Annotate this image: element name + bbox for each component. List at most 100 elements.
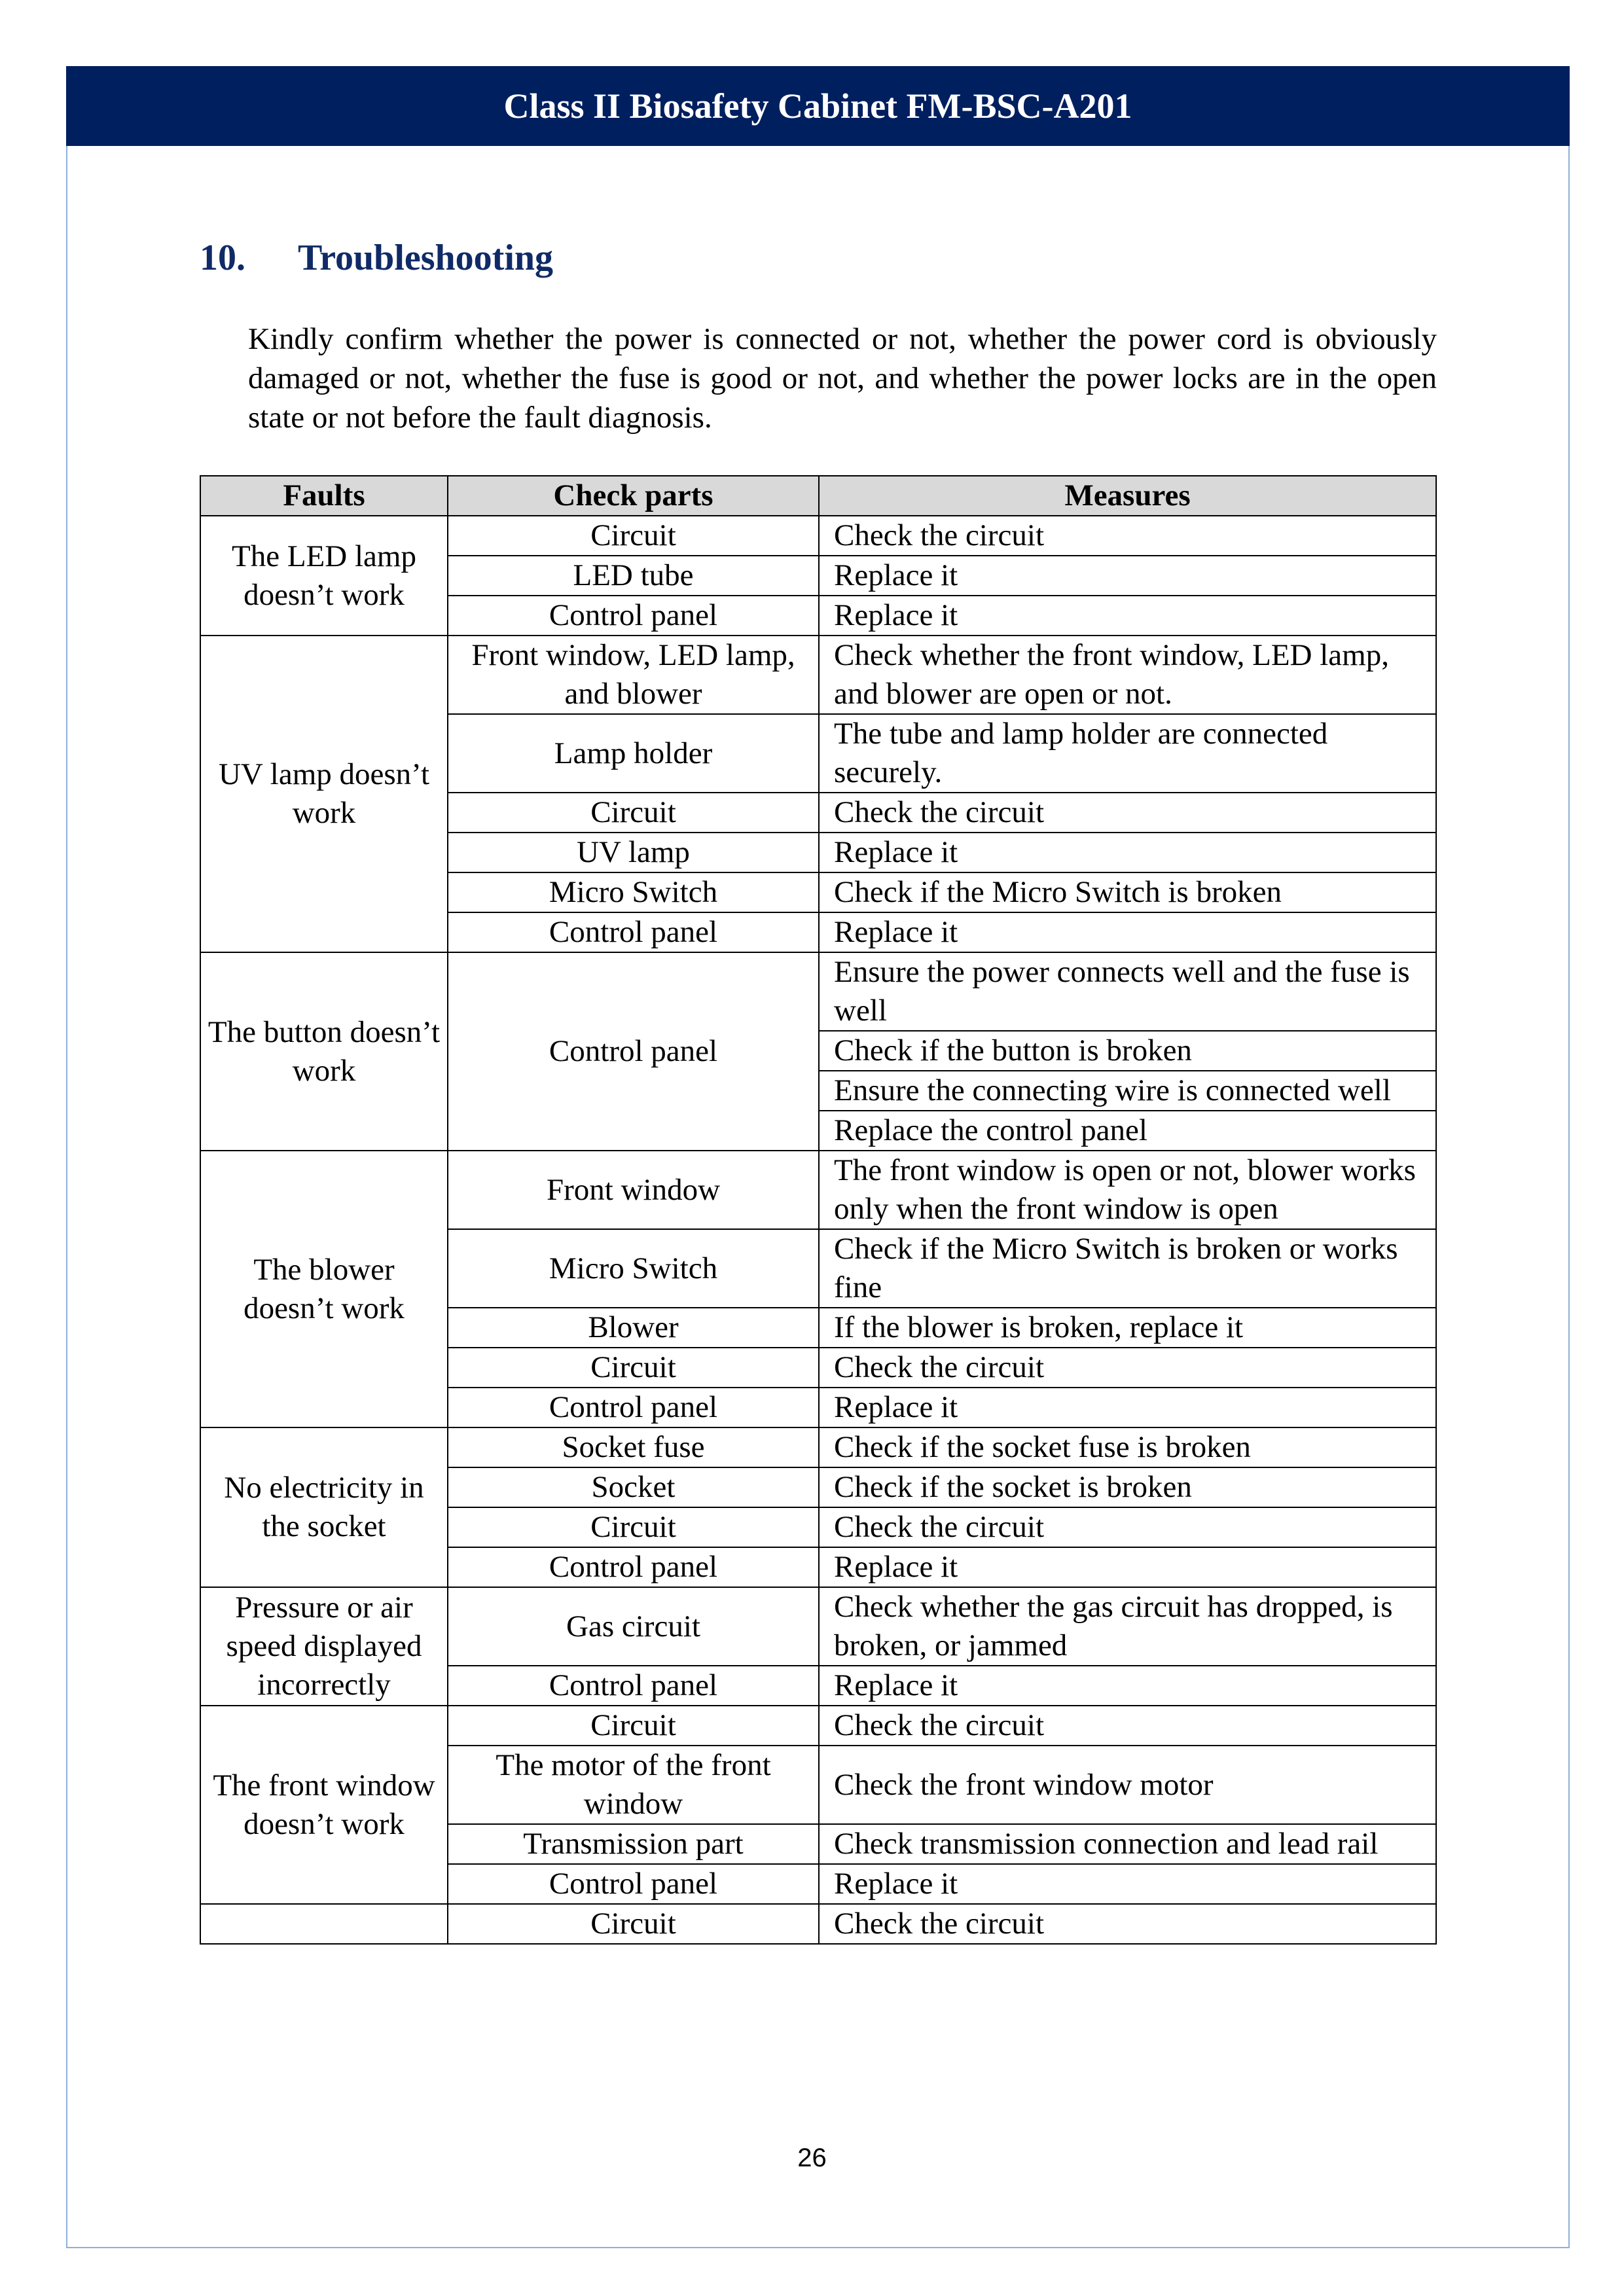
measure-cell: Check if the Micro Switch is broken or w… — [818, 1229, 1437, 1308]
measure-cell: The front window is open or not, blower … — [818, 1150, 1437, 1230]
check-part-cell: Circuit — [447, 1705, 820, 1746]
table-row: Socket Check if the socket is broken — [200, 1467, 1437, 1508]
check-part-cell: UV lamp — [447, 832, 820, 873]
section-heading: 10. Troubleshooting — [200, 237, 553, 279]
table-row: Transmission part Check transmission conn… — [200, 1823, 1437, 1865]
header-measures: Measures — [818, 475, 1437, 516]
intro-paragraph: Kindly confirm whether the power is conn… — [248, 322, 1437, 435]
measure-cell: Check the circuit — [818, 1705, 1437, 1746]
measure-cell: Check if the socket fuse is broken — [818, 1427, 1437, 1468]
section-number: 10. — [200, 238, 245, 278]
measure-cell: Check whether the gas circuit has droppe… — [818, 1587, 1437, 1666]
fault-cell: UV lamp doesn’t work — [200, 635, 448, 953]
measure-cell: The tube and lamp holder are connected s… — [818, 713, 1437, 793]
table-row: Micro Switch Check if the Micro Switch is… — [200, 872, 1437, 913]
table-row: Blower If the blower is broken, replace i… — [200, 1307, 1437, 1348]
table-row: The front window doesn’t work Circuit Chec… — [200, 1705, 1437, 1905]
table-row: Control panel Replace it — [200, 1863, 1437, 1905]
table-row: Ensure the connecting wire is connected … — [200, 1070, 1437, 1111]
measure-cell: Replace it — [818, 832, 1437, 873]
table-row: Lamp holder The tube and lamp holder are … — [200, 713, 1437, 793]
check-part-cell: Front window, LED lamp, and blower — [447, 635, 820, 715]
check-part-cell: Control panel — [447, 1665, 820, 1706]
document-header: Class II Biosafety Cabinet FM-BSC-A201 — [66, 66, 1570, 146]
table-row: The button doesn’t work Control panel Ensu… — [200, 952, 1437, 1151]
check-part-cell: Socket — [447, 1467, 820, 1508]
fault-cell: The LED lamp doesn’t work — [200, 515, 448, 636]
check-part-cell: Front window — [447, 1150, 820, 1230]
check-part-cell: Lamp holder — [447, 713, 820, 793]
measure-cell: Check the circuit — [818, 1903, 1437, 1945]
table-row: UV lamp Replace it — [200, 832, 1437, 873]
check-part-cell: Control panel — [447, 952, 820, 1151]
table-row: Control panel Replace it — [200, 595, 1437, 636]
measure-cell: Check the circuit — [818, 1347, 1437, 1388]
table-row: Circuit Check the circuit — [200, 1347, 1437, 1388]
measure-cell: Replace it — [818, 1665, 1437, 1706]
measure-cell: Check transmission connection and lead r… — [818, 1823, 1437, 1865]
page-number: 26 — [797, 2144, 827, 2172]
measure-cell: Check the circuit — [818, 1507, 1437, 1548]
check-part-cell: Micro Switch — [447, 1229, 820, 1308]
measure-cell: Check the circuit — [818, 515, 1437, 556]
measure-cell: Replace it — [818, 1863, 1437, 1905]
check-part-cell: Socket fuse — [447, 1427, 820, 1468]
check-part-cell: Control panel — [447, 912, 820, 953]
measure-cell: Check if the button is broken — [818, 1030, 1437, 1071]
table-row: Pressure or air speed displayed incorrec… — [200, 1587, 1437, 1706]
table-row: The motor of the front window Check the f… — [200, 1745, 1437, 1825]
table-row: The blower doesn’t work Front window The f… — [200, 1150, 1437, 1428]
measure-cell: Ensure the power connects well and the f… — [818, 952, 1437, 1031]
measure-cell: Replace it — [818, 555, 1437, 596]
check-part-cell: Control panel — [447, 1863, 820, 1905]
table-row: Micro Switch Check if the Micro Switch is… — [200, 1229, 1437, 1308]
measure-cell: Replace it — [818, 1547, 1437, 1588]
measure-cell: Replace it — [818, 1387, 1437, 1428]
measure-cell: Check if the Micro Switch is broken — [818, 872, 1437, 913]
check-part-cell: Gas circuit — [447, 1587, 820, 1666]
check-part-cell: Circuit — [447, 515, 820, 556]
check-part-cell: Blower — [447, 1307, 820, 1348]
table-row: Circuit Check the circuit — [200, 1903, 1437, 1945]
table-row: Control panel Replace it — [200, 1547, 1437, 1588]
table-row: No electricity in the socket Socket fuse C… — [200, 1427, 1437, 1588]
check-part-cell: The motor of the front window — [447, 1745, 820, 1825]
table-row: Control panel Replace it — [200, 1387, 1437, 1428]
header-check-parts: Check parts — [447, 475, 820, 516]
table-row: Circuit Check the circuit — [200, 1507, 1437, 1548]
check-part-cell: Micro Switch — [447, 872, 820, 913]
check-part-cell: Control panel — [447, 1387, 820, 1428]
check-part-cell: Circuit — [447, 1507, 820, 1548]
check-part-cell: Control panel — [447, 1547, 820, 1588]
fault-cell: Pressure or air speed displayed incorrec… — [200, 1587, 448, 1706]
section-title: Troubleshooting — [298, 238, 554, 278]
fault-cell: The button doesn’t work — [200, 952, 448, 1151]
measure-cell: Replace it — [818, 912, 1437, 953]
table-row: Circuit Check the circuit — [200, 792, 1437, 833]
fault-cell: The blower doesn’t work — [200, 1150, 448, 1428]
fault-cell: No electricity in the socket — [200, 1427, 448, 1588]
table-row: Control panel Replace it — [200, 912, 1437, 953]
table-row: Check if the button is broken — [200, 1030, 1437, 1071]
table-row: Control panel Replace it — [200, 1665, 1437, 1706]
check-part-cell: Circuit — [447, 792, 820, 833]
measure-cell: Check the circuit — [818, 792, 1437, 833]
table-row: LED tube Replace it — [200, 555, 1437, 596]
check-part-cell: Control panel — [447, 595, 820, 636]
measure-cell: Check if the socket is broken — [818, 1467, 1437, 1508]
troubleshooting-table: Faults Check parts Measures The LED lamp… — [200, 475, 1437, 1945]
measure-cell: Check the front window motor — [818, 1745, 1437, 1825]
measure-cell: Replace the control panel — [818, 1110, 1437, 1151]
table-row: UV lamp doesn’t work Front window, LED la… — [200, 635, 1437, 953]
table-row: The LED lamp doesn’t work Circuit Check th… — [200, 515, 1437, 636]
fault-cell — [200, 1903, 448, 1945]
check-part-cell: LED tube — [447, 555, 820, 596]
header-title: Class II Biosafety Cabinet FM-BSC-A201 — [503, 86, 1132, 126]
check-part-cell: Circuit — [447, 1903, 820, 1945]
fault-cell: The front window doesn’t work — [200, 1705, 448, 1905]
measure-cell: Check whether the front window, LED lamp… — [818, 635, 1437, 715]
table-row: Replace the control panel — [200, 1110, 1437, 1151]
check-part-cell: Circuit — [447, 1347, 820, 1388]
measure-cell: Ensure the connecting wire is connected … — [818, 1070, 1437, 1111]
header-faults: Faults — [200, 475, 448, 516]
